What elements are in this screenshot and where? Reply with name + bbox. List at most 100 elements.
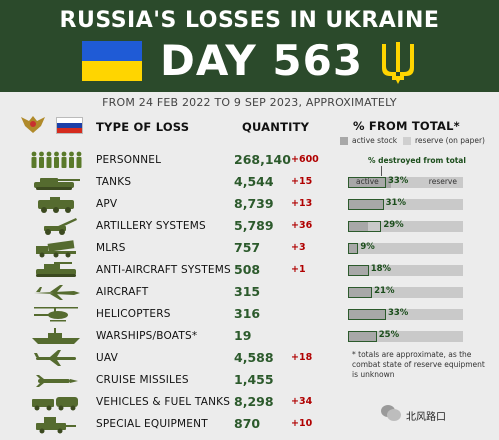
table-row: WARSHIPS/BOATS* 19 25% bbox=[0, 326, 499, 348]
active-stock-fill bbox=[348, 287, 373, 298]
column-header-type: TYPE OF LOSS bbox=[96, 120, 190, 134]
destroyed-share-frame bbox=[348, 287, 373, 298]
bar-reserve-label: reserve bbox=[428, 177, 457, 186]
table-row: CRUISE MISSILES 1,455 bbox=[0, 370, 499, 392]
legend-reserve: reserve (on paper) bbox=[403, 136, 485, 145]
destroyed-share-frame bbox=[348, 177, 386, 188]
percent-bar: 9% bbox=[348, 242, 463, 254]
legend-reserve-label: reserve (on paper) bbox=[415, 136, 485, 145]
loss-type-label: CRUISE MISSILES bbox=[96, 374, 189, 386]
active-stock-fill bbox=[348, 243, 359, 254]
column-header-percent: % FROM TOTAL* bbox=[353, 119, 460, 133]
active-stock-fill bbox=[348, 331, 377, 342]
loss-type-label: ARTILLERY SYSTEMS bbox=[96, 220, 206, 232]
legend-active-label: active stock bbox=[352, 136, 398, 145]
destroyed-share-frame bbox=[348, 243, 359, 254]
daily-change: +15 bbox=[291, 176, 313, 187]
soldiers-icon bbox=[31, 151, 82, 168]
day-counter: DAY 563 bbox=[160, 36, 364, 85]
percent-bar: 31% bbox=[348, 198, 463, 210]
percent-bar: 33% active reserve bbox=[348, 176, 463, 188]
destroyed-share-frame bbox=[348, 221, 382, 232]
active-stock-fill bbox=[348, 265, 369, 276]
table-row: SPECIAL EQUIPMENT 870 +10 bbox=[0, 414, 499, 436]
percent-label: 25% bbox=[378, 330, 400, 340]
destroyed-share-frame bbox=[348, 331, 377, 342]
loss-type-label: PERSONNEL bbox=[96, 154, 162, 166]
aircraft-icon bbox=[34, 285, 80, 300]
bar-active-label: active bbox=[356, 177, 379, 186]
loss-type-label: MLRS bbox=[96, 242, 126, 254]
percent-bar: 29% bbox=[348, 220, 463, 232]
ukraine-flag-icon bbox=[82, 41, 142, 81]
table-row: PERSONNEL 268,140 +600 bbox=[0, 150, 499, 172]
vehicles-icon bbox=[32, 397, 78, 411]
table-row: MLRS 757 +3 9% bbox=[0, 238, 499, 260]
active-stock-fill bbox=[348, 309, 386, 320]
loss-type-label: UAV bbox=[96, 352, 118, 364]
table-row: VEHICLES & FUEL TANKS 8,298 +34 bbox=[0, 392, 499, 414]
loss-type-label: APV bbox=[96, 198, 118, 210]
daily-change: +600 bbox=[291, 154, 319, 165]
loss-quantity: 757 bbox=[234, 240, 261, 255]
page-title: RUSSIA'S LOSSES IN UKRAINE bbox=[59, 8, 440, 33]
table-row: UAV 4,588 +18 bbox=[0, 348, 499, 370]
loss-quantity: 8,298 bbox=[234, 394, 274, 409]
destroyed-share-frame bbox=[348, 199, 384, 210]
active-stock-fill bbox=[348, 177, 391, 188]
daily-change: +34 bbox=[291, 396, 313, 407]
loss-quantity: 1,455 bbox=[234, 372, 274, 387]
percent-label: 9% bbox=[360, 242, 375, 252]
loss-quantity: 8,739 bbox=[234, 196, 274, 211]
destroyed-share-frame bbox=[348, 309, 386, 320]
percent-note-pointer bbox=[381, 166, 382, 176]
percent-bar: 33% bbox=[348, 308, 463, 320]
daily-change: +13 bbox=[291, 198, 313, 209]
anti-aircraft-icon bbox=[36, 262, 76, 277]
footnote: * totals are approximate, as the combat … bbox=[352, 350, 485, 379]
daily-change: +3 bbox=[291, 242, 306, 253]
table-row: ARTILLERY SYSTEMS 5,789 +36 29% bbox=[0, 216, 499, 238]
trident-icon bbox=[382, 42, 414, 84]
loss-quantity: 4,544 bbox=[234, 174, 274, 189]
loss-quantity: 316 bbox=[234, 306, 261, 321]
percent-label: 33% bbox=[387, 176, 409, 186]
table-row: ANTI-AIRCRAFT SYSTEMS 508 +1 18% bbox=[0, 260, 499, 282]
date-range: FROM 24 FEB 2022 TO 9 SEP 2023, APPROXIM… bbox=[102, 96, 397, 109]
table-row: HELICOPTERS 316 33% bbox=[0, 304, 499, 326]
active-stock-fill bbox=[348, 199, 384, 210]
table-row: AIRCRAFT 315 21% bbox=[0, 282, 499, 304]
percent-label: 18% bbox=[370, 264, 392, 274]
percent-label: 31% bbox=[385, 198, 406, 208]
table-row: TANKS 4,544 +15 33% active reserve bbox=[0, 172, 499, 194]
loss-quantity: 268,140 bbox=[234, 152, 291, 167]
uav-icon bbox=[34, 350, 76, 366]
loss-quantity: 19 bbox=[234, 328, 252, 343]
apv-icon bbox=[38, 197, 74, 213]
daily-change: +1 bbox=[291, 264, 306, 275]
daily-change: +10 bbox=[291, 418, 313, 429]
loss-type-label: VEHICLES & FUEL TANKS bbox=[96, 396, 231, 408]
loss-type-label: ANTI-AIRCRAFT SYSTEMS bbox=[96, 264, 231, 276]
daily-change: +18 bbox=[291, 352, 313, 363]
loss-quantity: 4,588 bbox=[234, 350, 274, 365]
loss-quantity: 870 bbox=[234, 416, 261, 431]
percent-bar: 25% bbox=[348, 330, 463, 342]
special-equipment-icon bbox=[36, 417, 76, 434]
loss-quantity: 315 bbox=[234, 284, 261, 299]
percent-note: % destroyed from total bbox=[368, 156, 466, 165]
cruise-missile-icon bbox=[36, 375, 78, 387]
active-stock-fill bbox=[348, 221, 368, 232]
loss-type-label: TANKS bbox=[96, 176, 132, 188]
loss-type-label: SPECIAL EQUIPMENT bbox=[96, 418, 208, 430]
percent-label: 29% bbox=[383, 220, 404, 230]
table-row: APV 8,739 +13 31% bbox=[0, 194, 499, 216]
loss-type-label: AIRCRAFT bbox=[96, 286, 149, 298]
loss-quantity: 5,789 bbox=[234, 218, 274, 233]
watermark: 北风路口 bbox=[406, 412, 446, 423]
helicopter-icon bbox=[34, 307, 78, 322]
legend-active: active stock bbox=[340, 136, 397, 145]
daily-change: +36 bbox=[291, 220, 313, 231]
percent-bar: 21% bbox=[348, 286, 463, 298]
column-header-quantity: QUANTITY bbox=[242, 120, 310, 134]
